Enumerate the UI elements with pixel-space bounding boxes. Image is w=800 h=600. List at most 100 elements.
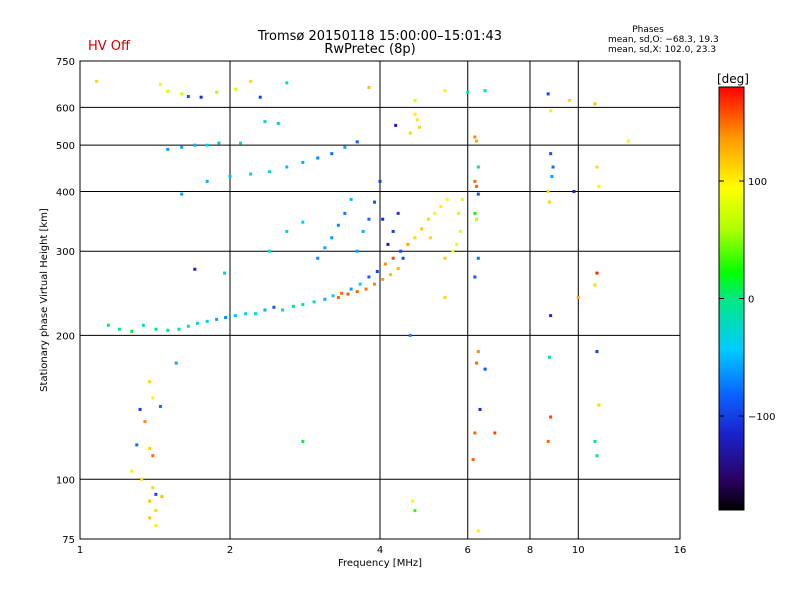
data-point [148,380,152,384]
data-point [166,328,170,332]
data-point [285,165,289,169]
data-point [378,179,382,183]
data-point [367,275,371,279]
x-axis-label: Frequency [MHz] [338,558,422,569]
data-point [130,469,134,473]
data-point [95,79,99,83]
data-point [550,174,554,178]
data-point [174,361,178,365]
data-point [493,431,497,435]
data-point [358,282,362,286]
data-point [343,211,347,215]
data-point [316,156,320,160]
data-point [217,141,221,145]
data-point [148,499,152,503]
data-point [546,189,550,193]
data-point [567,99,571,103]
data-point [413,112,417,116]
data-point [276,122,280,126]
data-point [330,152,334,156]
data-point [476,192,480,196]
data-point [473,135,477,139]
data-point [445,197,449,201]
data-point [154,509,158,513]
colorbar-tick-label: 0 [748,295,754,306]
data-point [399,249,403,253]
y-tick-label: 400 [56,187,75,198]
data-point [215,90,219,94]
data-point [626,139,630,143]
data-point [433,211,437,215]
data-point [373,200,377,204]
chart-subtitle: RwPretec (8p) [324,42,415,57]
data-point [549,152,553,156]
data-point [457,211,461,215]
data-point [443,89,447,93]
data-point [117,327,121,331]
data-point [549,314,553,318]
data-point [595,350,599,354]
x-ticks: 1 2 4 6 8 10 16 [77,545,687,556]
data-point [154,327,158,331]
data-point [473,211,477,215]
data-point [364,287,368,291]
data-point [411,499,415,503]
data-point [343,145,347,149]
data-point [244,312,248,316]
x-tick-label: 4 [377,545,383,556]
data-point [193,143,197,147]
data-point [475,361,479,365]
data-point [476,529,480,533]
data-point [476,256,480,260]
data-point [331,294,335,298]
phases-heading: Phases [632,25,664,35]
colorbar-ticks: 100 0 −100 [719,177,775,423]
data-point [330,236,334,240]
data-point [443,256,447,260]
data-point [597,184,601,188]
data-point [336,223,340,227]
data-point [375,270,379,274]
data-point [346,292,350,296]
data-point [406,242,410,246]
data-point [166,89,170,93]
data-point [148,516,152,520]
data-point [401,256,405,260]
data-point [473,431,477,435]
data-point [263,308,267,312]
data-point [381,217,385,221]
data-point [180,92,184,96]
y-axis-label: Stationary phase Virtual Height [km] [39,208,50,392]
data-point [154,492,158,496]
data-point [285,81,289,85]
data-point [551,165,555,169]
x-tick-label: 10 [572,545,585,556]
data-point [595,271,599,275]
colorbar-unit-label: [deg] [717,72,749,86]
data-point [291,304,295,308]
data-point [597,403,601,407]
data-point [312,300,316,304]
data-point [177,327,181,331]
data-point [355,249,359,253]
data-point [249,172,253,176]
data-point [394,123,398,127]
data-point [106,323,110,327]
data-point [258,95,262,99]
data-point [478,407,482,411]
data-point [426,217,430,221]
y-tick-label: 500 [56,141,75,152]
data-point [373,282,377,286]
data-point [483,89,487,93]
data-point [180,145,184,149]
data-point [239,141,243,145]
data-point [151,454,155,458]
data-point [413,99,417,103]
data-point [473,179,477,183]
data-point [140,477,144,481]
data-point [396,211,400,215]
data-point [340,291,344,295]
data-point [272,305,276,309]
data-point [205,179,209,183]
